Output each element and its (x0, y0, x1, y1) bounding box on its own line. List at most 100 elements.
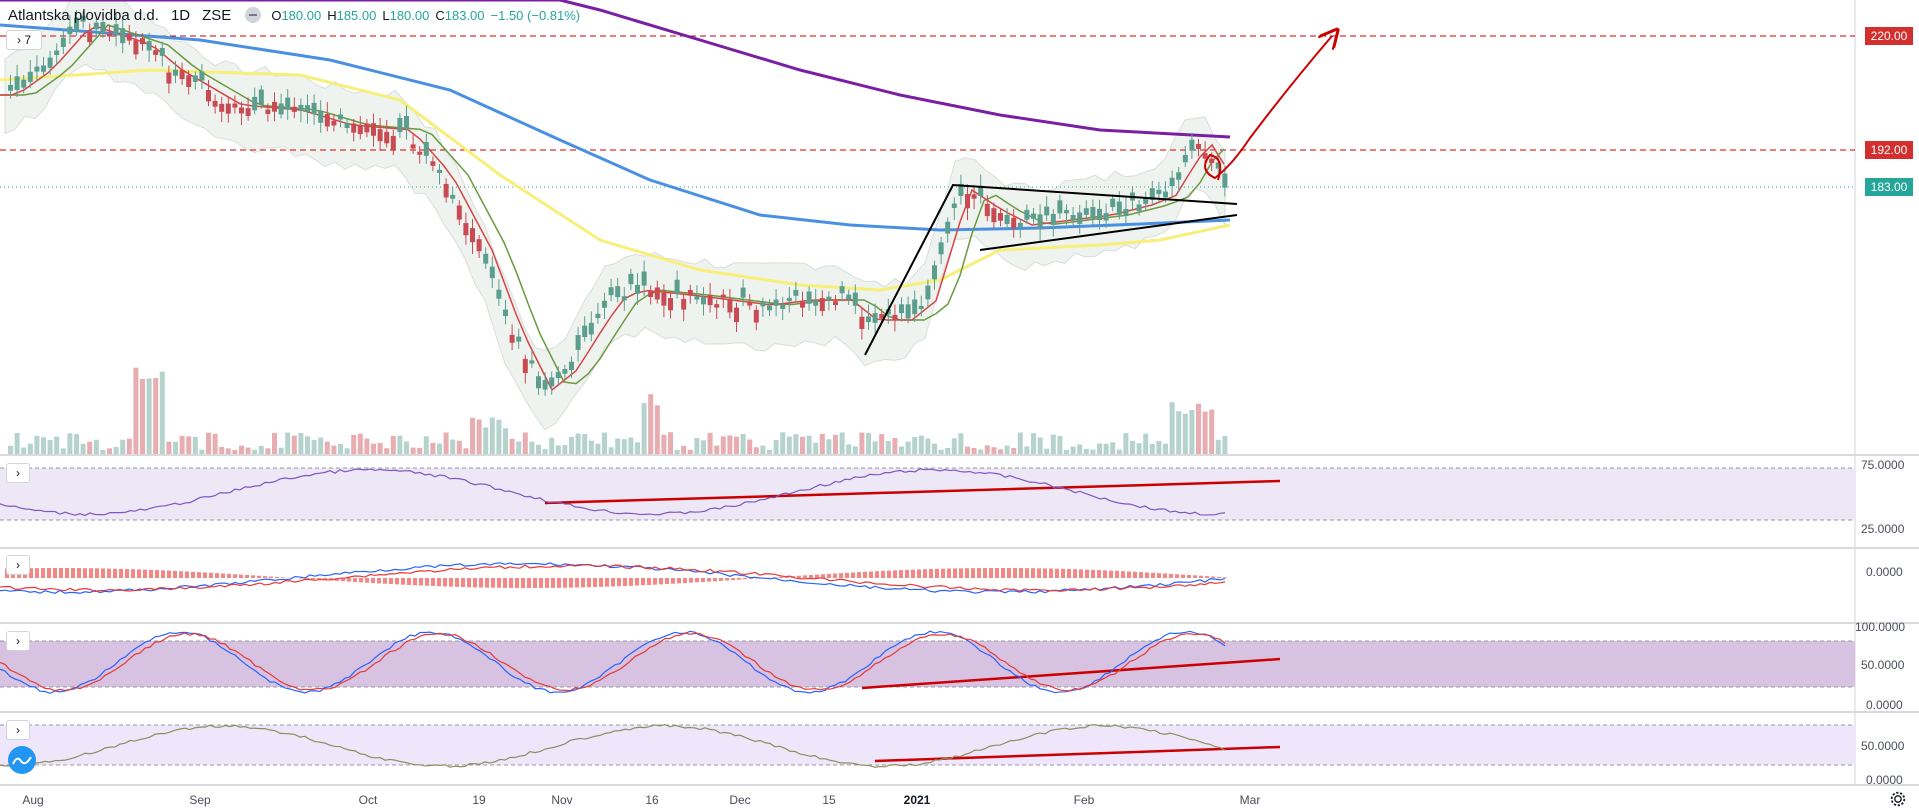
volume-bar (753, 447, 759, 454)
candle-body (232, 103, 238, 108)
candle-body (661, 292, 667, 306)
macd-histogram-bar (407, 578, 411, 585)
macd-histogram-bar (77, 568, 81, 578)
volume-bar (219, 446, 225, 454)
macd-histogram-bar (857, 572, 861, 578)
rsi-pane-toggle[interactable]: › (6, 463, 30, 483)
macd-histogram-bar (563, 578, 567, 588)
macd-pane-toggle[interactable]: › (6, 555, 30, 575)
volume-bar (628, 437, 634, 454)
candle-body (707, 294, 713, 306)
macd-histogram-bar (713, 578, 717, 582)
volume-bar (1163, 443, 1168, 454)
volume-bar (998, 449, 1003, 454)
candle-body (8, 84, 13, 91)
volume-bar (1143, 433, 1149, 454)
price-tag-183: 183.00 (1865, 178, 1913, 196)
osc-pane-toggle[interactable]: › (6, 720, 30, 740)
macd-histogram-bar (365, 578, 369, 583)
macd-histogram-bar (875, 571, 879, 578)
macd-histogram-bar (1223, 577, 1227, 578)
candle-body (1209, 158, 1215, 164)
candle-body (536, 376, 541, 389)
volume-bar (905, 441, 911, 454)
volume-bar (371, 443, 376, 454)
stoch-pane-toggle[interactable]: › (6, 631, 30, 651)
candle-body (1090, 206, 1096, 219)
volume-bar (232, 449, 238, 454)
candle-body (925, 285, 931, 300)
macd-histogram-bar (539, 578, 543, 588)
chevron-right-icon: › (16, 558, 20, 572)
candle-body (1116, 201, 1122, 215)
macd-histogram-bar (1043, 568, 1047, 578)
macd-histogram-bar (1097, 570, 1101, 578)
macd-histogram-bar (1061, 568, 1065, 578)
interval-label[interactable]: 1D (170, 6, 191, 24)
volume-bar (819, 433, 825, 454)
chevron-right-icon: › (16, 33, 21, 47)
macd-histogram-bar (917, 569, 921, 578)
macd-histogram-bar (689, 578, 693, 583)
volume-bar (324, 441, 330, 454)
volume-bar (80, 443, 86, 454)
macd-histogram-bar (923, 569, 927, 578)
volume-bar (14, 432, 20, 454)
symbol-name[interactable]: Atlantska plovidba d.d. (8, 6, 159, 24)
volume-bar (918, 435, 924, 454)
candle-body (410, 144, 416, 149)
collapse-legend-icon[interactable] (245, 7, 262, 23)
volume-bar (225, 448, 231, 454)
macd-histogram-bar (1151, 572, 1155, 578)
macd-histogram-bar (665, 578, 669, 585)
candle-body (549, 377, 555, 387)
candle-body (1050, 213, 1056, 225)
volume-bar (661, 434, 667, 454)
candle-body (258, 89, 264, 105)
volume-bar (1136, 443, 1142, 454)
volume-bar (899, 446, 904, 454)
macd-histogram-bar (869, 571, 873, 578)
rsi-tick-75: 75.0000 (1861, 458, 1905, 472)
rsi-band (0, 468, 1855, 520)
volume-bar (1004, 445, 1010, 454)
volume-bar (483, 427, 489, 454)
volume-bar (1189, 409, 1195, 454)
volume-bar (965, 446, 970, 454)
volume-bar (153, 377, 159, 454)
settings-gear-icon[interactable] (1889, 790, 1907, 808)
volume-bar (635, 442, 640, 454)
candle-body (1017, 222, 1023, 227)
macd-histogram-bar (455, 578, 459, 587)
macd-histogram-bar (353, 578, 357, 583)
candle-body (489, 266, 495, 279)
x-label-oct: Oct (358, 793, 378, 807)
volume-bar (298, 432, 304, 454)
indicators-toggle-button[interactable]: › 7 (6, 30, 42, 50)
macd-histogram-bar (803, 575, 807, 578)
volume-bar (252, 449, 258, 454)
macd-histogram-bar (683, 578, 687, 584)
volume-bar (113, 446, 119, 454)
tradingview-logo-icon[interactable] (8, 746, 36, 774)
candle-body (971, 194, 977, 199)
volume-bar (496, 419, 502, 454)
volume-bar (720, 436, 726, 454)
volume-bar (377, 442, 383, 454)
candle-body (338, 114, 343, 120)
candle-body (423, 141, 429, 156)
macd-histogram-bar (155, 570, 159, 578)
macd-histogram-bar (461, 578, 465, 588)
candle-body (872, 313, 878, 323)
candle-body (100, 22, 106, 34)
macd-histogram-bar (1109, 570, 1113, 578)
volume-bar (173, 441, 178, 454)
macd-histogram-bar (575, 578, 579, 588)
candle-body (1163, 191, 1168, 198)
volume-bar (344, 448, 350, 454)
candle-body (595, 313, 601, 319)
candle-body (852, 292, 858, 306)
candle-body (1031, 213, 1036, 219)
candle-body (476, 239, 482, 252)
